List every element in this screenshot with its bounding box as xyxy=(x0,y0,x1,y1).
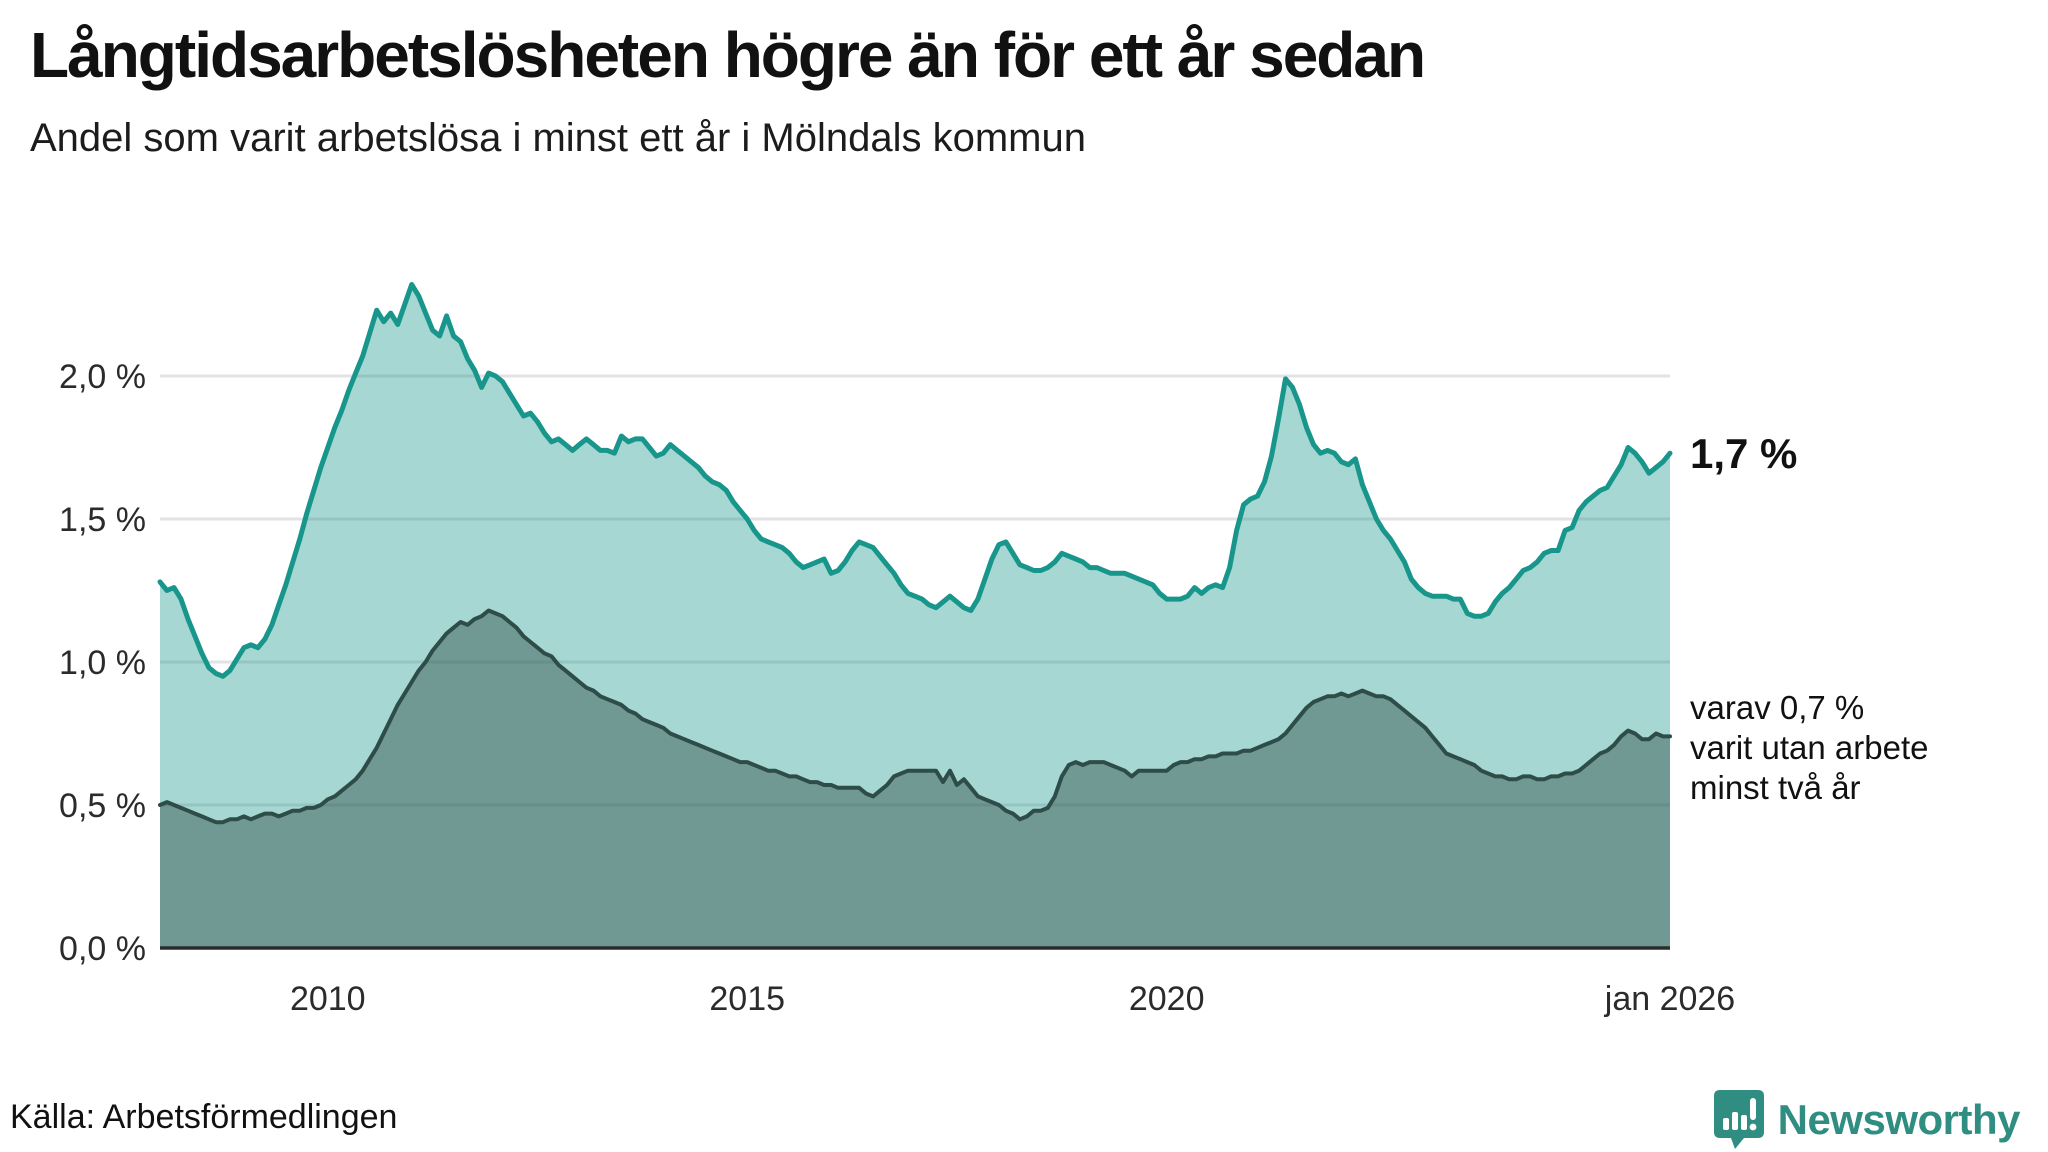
svg-text:0,0 %: 0,0 % xyxy=(59,930,146,968)
annotation-line: varav 0,7 % xyxy=(1690,689,1865,726)
svg-text:2010: 2010 xyxy=(290,980,366,1018)
newsworthy-logo: Newsworthy xyxy=(1713,1088,2021,1152)
svg-text:2,0 %: 2,0 % xyxy=(59,358,146,396)
series-end-value-label: 1,7 % xyxy=(1690,430,1798,477)
svg-text:1,0 %: 1,0 % xyxy=(59,644,146,682)
svg-text:2015: 2015 xyxy=(709,980,785,1018)
annotation-line: minst två år xyxy=(1690,769,1861,806)
chart-lines xyxy=(157,282,1673,825)
y-axis-tick-labels: 0,0 % 0,5 % 1,0 % 1,5 % 2,0 % xyxy=(59,358,146,968)
svg-text:2020: 2020 xyxy=(1129,980,1205,1018)
svg-text:0,5 %: 0,5 % xyxy=(59,787,146,825)
gridlines xyxy=(160,374,1670,807)
series-annotation-label: varav 0,7 % varit utan arbete minst två … xyxy=(1690,688,1928,808)
newsworthy-logo-icon xyxy=(1713,1090,1764,1149)
svg-text:jan 2026: jan 2026 xyxy=(1604,980,1735,1018)
x-axis-tick-labels: 2010 2015 2020 jan 2026 xyxy=(290,980,1735,1018)
svg-text:1,5 %: 1,5 % xyxy=(59,501,146,539)
page-title: Långtidsarbetslösheten högre än för ett … xyxy=(30,19,1426,91)
brand-name: Newsworthy xyxy=(1777,1096,2021,1143)
chart-areas xyxy=(160,284,1670,948)
source-note: Källa: Arbetsförmedlingen xyxy=(10,1098,398,1136)
page-subtitle: Andel som varit arbetslösa i minst ett å… xyxy=(30,116,1086,160)
annotation-line: varit utan arbete xyxy=(1690,729,1929,766)
